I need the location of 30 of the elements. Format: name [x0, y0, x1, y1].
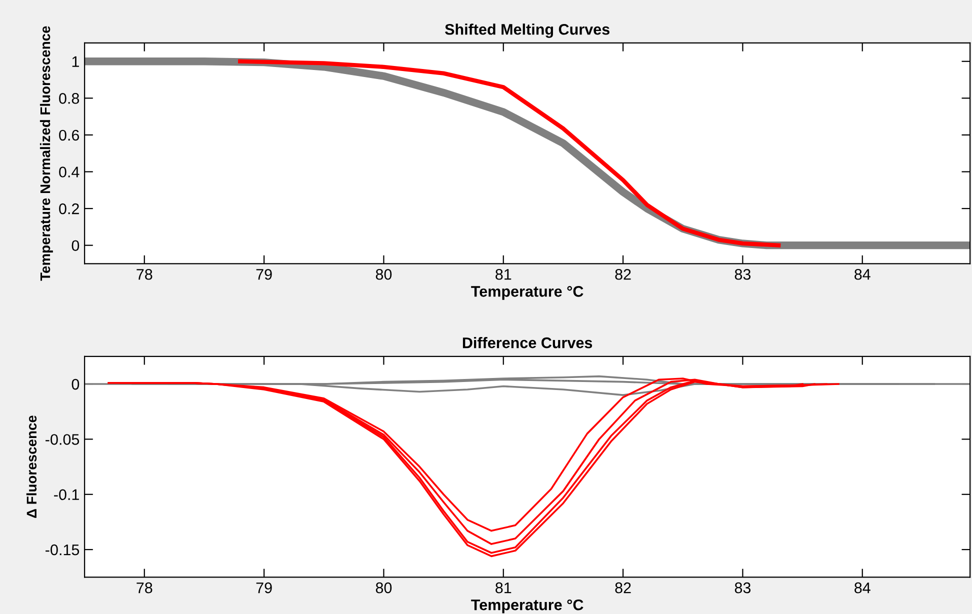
y-tick-label: 0.6 — [59, 130, 80, 141]
y-tick-label: 0.2 — [59, 203, 79, 214]
x-tick-label: 84 — [854, 582, 870, 594]
y-tick-label: -0.15 — [46, 544, 80, 556]
x-axis-title: Temperature °C — [471, 599, 584, 614]
x-tick-label: 81 — [496, 268, 512, 280]
x-tick-label: 83 — [734, 582, 751, 594]
chart-title: Shifted Melting Curves — [444, 24, 610, 38]
y-tick-label: 0.8 — [59, 93, 80, 104]
y-tick-label: 0 — [72, 240, 80, 252]
y-tick-label: 0 — [72, 378, 80, 390]
y-tick-label: 0.4 — [59, 166, 80, 178]
y-tick-label: -0.05 — [46, 434, 80, 445]
chart-title: Difference Curves — [462, 337, 592, 348]
x-tick-label: 84 — [854, 268, 870, 280]
y-axis-title: Δ Fluorescence — [26, 416, 37, 518]
y-tick-label: 1 — [72, 56, 79, 67]
x-tick-label: 81 — [496, 582, 512, 594]
x-tick-label: 83 — [734, 268, 751, 280]
x-tick-label: 79 — [256, 582, 272, 594]
y-axis-title: Temperature Normalized Fluorescence — [40, 26, 53, 281]
x-tick-label: 82 — [615, 582, 631, 594]
x-tick-label: 80 — [376, 582, 392, 594]
y-tick-label: -0.1 — [54, 489, 79, 500]
x-tick-label: 80 — [376, 268, 392, 280]
x-tick-label: 79 — [256, 268, 272, 280]
x-tick-label: 82 — [615, 268, 631, 280]
x-tick-label: 78 — [136, 268, 152, 280]
x-axis-title: Temperature °C — [471, 286, 584, 300]
x-tick-label: 78 — [136, 582, 152, 594]
